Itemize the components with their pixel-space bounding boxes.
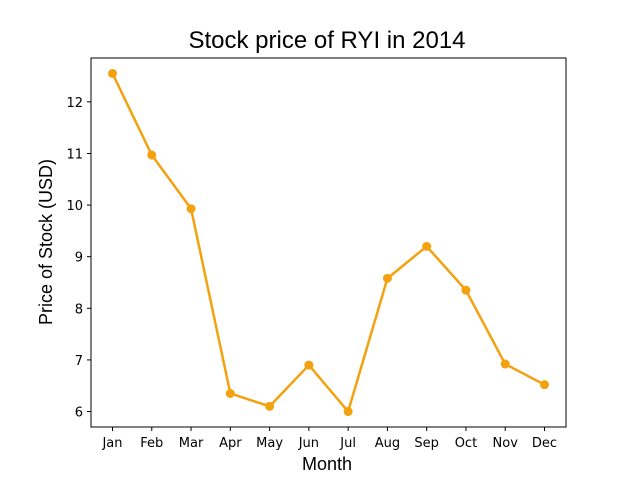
x-tick-label: Jul (339, 436, 356, 451)
data-point-may (265, 401, 275, 411)
data-point-dec (540, 380, 549, 390)
x-axis: Jan Feb Mar Apr May Jun Jul Aug Sep Oct Nov Dec (101, 427, 557, 451)
y-tick-label: 6 (75, 406, 83, 421)
x-tick-label: Dec (532, 436, 557, 451)
x-tick-label: Jun (298, 436, 319, 451)
data-point-jul (343, 407, 353, 417)
y-tick-label: 9 (75, 251, 83, 266)
x-tick-label: May (256, 436, 283, 451)
x-tick-label: Mar (179, 436, 204, 451)
y-axis: 6 7 8 9 10 11 12 (66, 96, 91, 421)
x-tick-label: Aug (375, 436, 400, 451)
series-line (111, 72, 546, 413)
y-tick-label: 11 (66, 147, 83, 162)
y-tick-label: 7 (75, 354, 83, 369)
data-point-jan (108, 68, 117, 78)
x-tick-label: Feb (140, 436, 163, 451)
y-axis-label: Price of Stock (USD) (36, 159, 56, 325)
x-tick-label: Jan (101, 436, 122, 451)
x-tick-label: Sep (414, 436, 439, 451)
data-point-nov (500, 359, 510, 369)
data-point-jun (304, 360, 314, 370)
y-tick-label: 12 (66, 96, 83, 111)
data-point-feb (147, 150, 157, 160)
y-tick-label: 10 (66, 199, 83, 214)
chart-title: Stock price of RYI in 2014 (188, 27, 465, 54)
plot-area (90, 57, 567, 428)
data-point-apr (225, 388, 235, 398)
data-point-sep (422, 241, 432, 251)
data-points (108, 68, 549, 417)
x-tick-label: Oct (455, 436, 477, 451)
x-tick-label: Apr (219, 436, 242, 451)
x-tick-label: Nov (493, 436, 519, 451)
data-point-oct (461, 285, 471, 295)
data-point-aug (382, 273, 392, 283)
data-point-mar (186, 204, 196, 214)
x-axis-label: Month (302, 454, 352, 474)
y-tick-label: 8 (75, 302, 83, 317)
